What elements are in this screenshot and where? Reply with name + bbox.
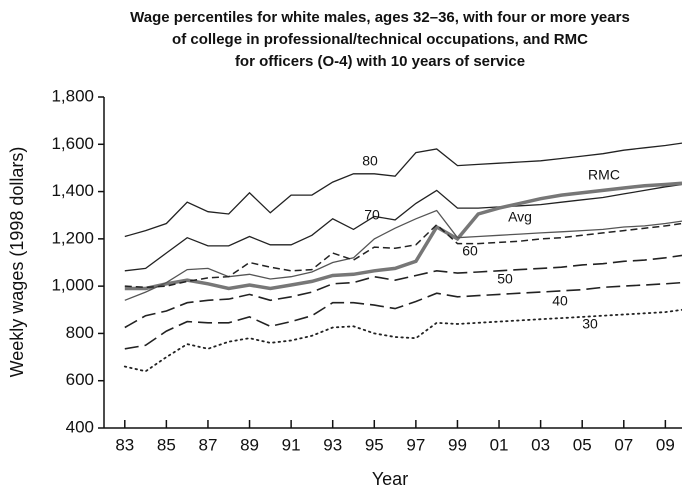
y-tick-label: 1,800 <box>51 86 94 105</box>
y-tick-label: 600 <box>66 370 94 389</box>
series-label: 60 <box>462 243 478 259</box>
series-label: 40 <box>552 293 568 309</box>
y-tick-label: 1,600 <box>51 134 94 153</box>
line-series <box>123 308 682 373</box>
x-axis-label: Year <box>372 469 408 489</box>
line-series <box>124 281 682 350</box>
x-tick-label: 83 <box>115 435 134 454</box>
y-tick-label: 400 <box>66 417 94 436</box>
line-series <box>124 209 682 301</box>
chart-title: of college in professional/technical occ… <box>172 31 588 48</box>
x-tick-label: 85 <box>157 435 176 454</box>
series-label: 50 <box>497 271 513 287</box>
line-series <box>124 142 682 238</box>
x-tick-label: 91 <box>282 435 301 454</box>
y-tick-label: 800 <box>66 323 94 342</box>
line-series <box>124 254 682 329</box>
x-tick-label: 05 <box>573 435 592 454</box>
y-axis-label: Weekly wages (1998 dollars) <box>7 147 27 378</box>
chart-title: Wage percentiles for white males, ages 3… <box>130 9 630 26</box>
series-label: Avg <box>508 209 532 225</box>
series-label: 70 <box>364 207 380 223</box>
y-tick-label: 1,200 <box>51 228 94 247</box>
series-label: 30 <box>582 316 598 332</box>
x-tick-label: 01 <box>490 435 509 454</box>
x-tick-label: 95 <box>365 435 384 454</box>
x-tick-label: 93 <box>323 435 342 454</box>
x-tick-label: 09 <box>656 435 675 454</box>
x-tick-label: 03 <box>531 435 550 454</box>
y-tick-label: 1,400 <box>51 181 94 200</box>
x-tick-label: 99 <box>448 435 467 454</box>
x-tick-label: 07 <box>614 435 633 454</box>
x-tick-label: 97 <box>406 435 425 454</box>
series-label: 80 <box>362 153 378 169</box>
x-tick-label: 87 <box>198 435 217 454</box>
line-series <box>124 183 682 272</box>
x-tick-label: 89 <box>240 435 259 454</box>
series-label: RMC <box>588 167 620 183</box>
line-series <box>124 222 682 289</box>
chart-title: for officers (O-4) with 10 years of serv… <box>235 53 525 70</box>
y-tick-label: 1,000 <box>51 276 94 295</box>
line-series <box>124 181 682 291</box>
